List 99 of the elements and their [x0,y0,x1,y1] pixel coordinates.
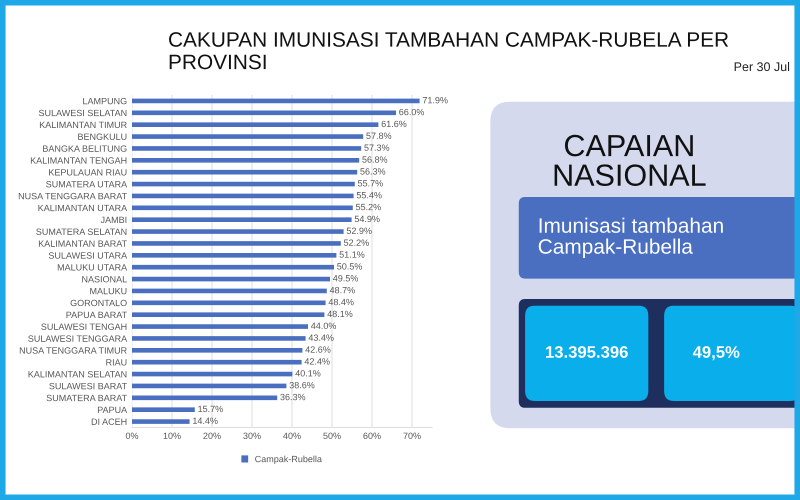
x-tick-label: 30% [243,432,261,439]
y-tick-label: KALIMANTAN TIMUR [40,122,127,128]
text: CAPAIAN NASIONAL [554,134,706,186]
x-tick-label: 0% [126,432,138,439]
bar [132,217,352,222]
bar [132,360,302,364]
data-label: 44.0% [310,322,336,329]
data-label: 40.1% [295,370,320,376]
y-tick-label: SULAWESI TENGAH [41,324,126,330]
bar [132,122,378,127]
data-label: 43.4% [308,334,334,341]
bar [132,384,286,388]
bar [132,419,190,424]
data-label: 42.6% [305,346,330,353]
text: 49,5% [692,346,740,360]
y-tick-label: KALIMANTAN SELATAN [28,371,126,378]
x-tick-label: 10% [164,432,181,439]
bar [132,241,341,246]
data-label: 57.8% [366,132,392,139]
data-label: 14.4% [193,418,218,424]
y-tick-label: KALIMANTAN BARAT [38,240,127,247]
bar [132,253,336,258]
y-tick-label: SULAWESI BARAT [49,382,127,390]
data-label: 36.3% [280,394,306,400]
data-label: 56.3% [360,168,386,175]
text: 13.395.396 [546,346,628,358]
y-tick-label: PAPUA BARAT [66,312,127,318]
data-label: 42.4% [304,358,330,365]
data-label: 49.5% [332,275,358,282]
data-label: 56.8% [362,156,388,163]
bar [132,264,334,270]
bar [132,396,278,400]
y-tick-label: NUSA TENGGARA TIMUR [20,347,127,354]
y-tick-label: PAPUA [98,406,128,414]
bar [132,170,358,174]
y-tick-label: NASIONAL [82,276,127,282]
data-label: 54.9% [354,216,380,222]
data-label: 57.3% [364,144,390,151]
bar [132,158,360,163]
bar [132,336,306,341]
data-label: 52.9% [346,228,372,234]
data-label: 15.7% [198,406,223,412]
x-tick-label: 40% [283,432,301,439]
y-tick-label: SULAWESI SELATAN [38,110,126,116]
bar [132,134,364,139]
y-tick-label: SUMATERA BARAT [46,394,127,402]
y-tick-label: BANGKA BELITUNG [43,145,126,152]
data-label: 48.7% [330,286,355,294]
y-tick-label: KALIMANTAN TENGAH [30,157,126,164]
data-label: 55.4% [356,192,382,198]
data-label: 52.2% [344,239,369,246]
y-tick-label: JAMBI [100,216,126,224]
y-tick-label: KEPULAUAN RIAU [49,169,126,176]
y-tick-label: BENGKULU [78,134,126,140]
data-label: 61.6% [382,120,406,128]
y-tick-label: SUMATERA UTARA [46,181,128,188]
y-tick-label: SUMATERA SELATAN [36,228,126,235]
data-label: 66.0% [399,108,424,116]
data-label: 51.1% [340,251,364,258]
x-tick-label: 50% [323,432,341,439]
y-tick-label: GORONTALO [70,300,127,306]
data-label: 71.9% [422,96,448,104]
y-tick-label: NUSA TENGGARA BARAT [18,192,127,200]
bar [132,324,308,329]
bar [132,300,326,306]
bar [132,312,324,317]
bar [132,372,292,376]
data-label: 55.7% [358,180,383,186]
y-tick-label: LAMPUNG [83,98,126,104]
bar [132,206,353,210]
y-tick-label: KALIMANTAN UTARA [38,204,128,212]
bar [132,348,302,353]
bar [132,146,362,151]
bar [132,288,327,294]
data-label: 48.4% [328,298,354,306]
chart-title: CAKUPAN IMUNISASI TAMBAHAN CAMPAK-RUBELA PER PROVINSI [169,32,728,70]
y-tick-label: MALUKU UTARA [58,264,128,271]
y-tick-label: DI ACEH [92,418,126,425]
text: Per 30 Jul [734,62,790,72]
y-tick-label: RIAU [106,359,126,366]
x-tick-label: 70% [403,432,421,439]
x-tick-label: 60% [363,432,381,439]
data-label: 38.6% [290,382,314,388]
bar [132,110,396,116]
bar [132,194,354,198]
bar [132,229,344,234]
data-label: 50.5% [337,263,362,270]
bar [132,407,195,412]
bar [132,182,355,186]
bar [132,98,420,104]
y-tick-label: MALUKU [90,288,126,294]
x-tick-label: 20% [203,432,221,439]
y-tick-label: SULAWESI UTARA [48,252,128,259]
legend-label: Campak-Rubella [255,456,322,464]
data-label: 48.1% [327,310,352,318]
bar [132,276,330,282]
text: Imunisasi tambahan Campak-Rubella [538,218,723,258]
y-tick-label: SULAWESI TENGGARA [28,335,128,342]
data-label: 55.2% [356,204,381,210]
